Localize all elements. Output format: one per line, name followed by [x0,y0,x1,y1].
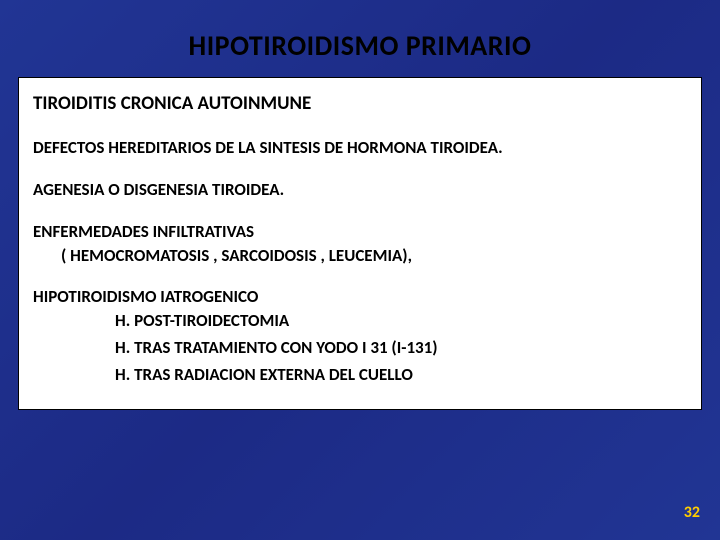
section-heading-3: AGENESIA O DISGENESIA TIROIDEA. [33,179,687,201]
section-heading-4: ENFERMEDADES INFILTRATIVAS [33,221,687,243]
section-heading-2: DEFECTOS HEREDITARIOS DE LA SINTESIS DE … [33,137,687,159]
spacer [33,161,687,175]
slide-title: HIPOTIROIDISMO PRIMARIO [0,0,720,77]
section-heading-5: HIPOTIROIDISMO IATROGENICO [33,286,687,308]
section-5-item-1: H. POST-TIROIDECTOMIA [115,310,687,333]
spacer [33,272,687,282]
page-number: 32 [684,503,700,522]
section-heading-1: TIROIDITIS CRONICA AUTOINMUNE [33,92,687,117]
spacer [33,203,687,217]
slide: HIPOTIROIDISMO PRIMARIO TIROIDITIS CRONI… [0,0,720,540]
section-4-sub: ( HEMOCROMATOSIS , SARCOIDOSIS , LEUCEMI… [61,245,687,268]
section-5-item-2: H. TRAS TRATAMIENTO CON YODO I 31 (I-131… [115,337,687,360]
section-5-item-3: H. TRAS RADIACION EXTERNA DEL CUELLO [115,364,687,387]
spacer [33,119,687,133]
content-box: TIROIDITIS CRONICA AUTOINMUNE DEFECTOS H… [18,77,702,410]
